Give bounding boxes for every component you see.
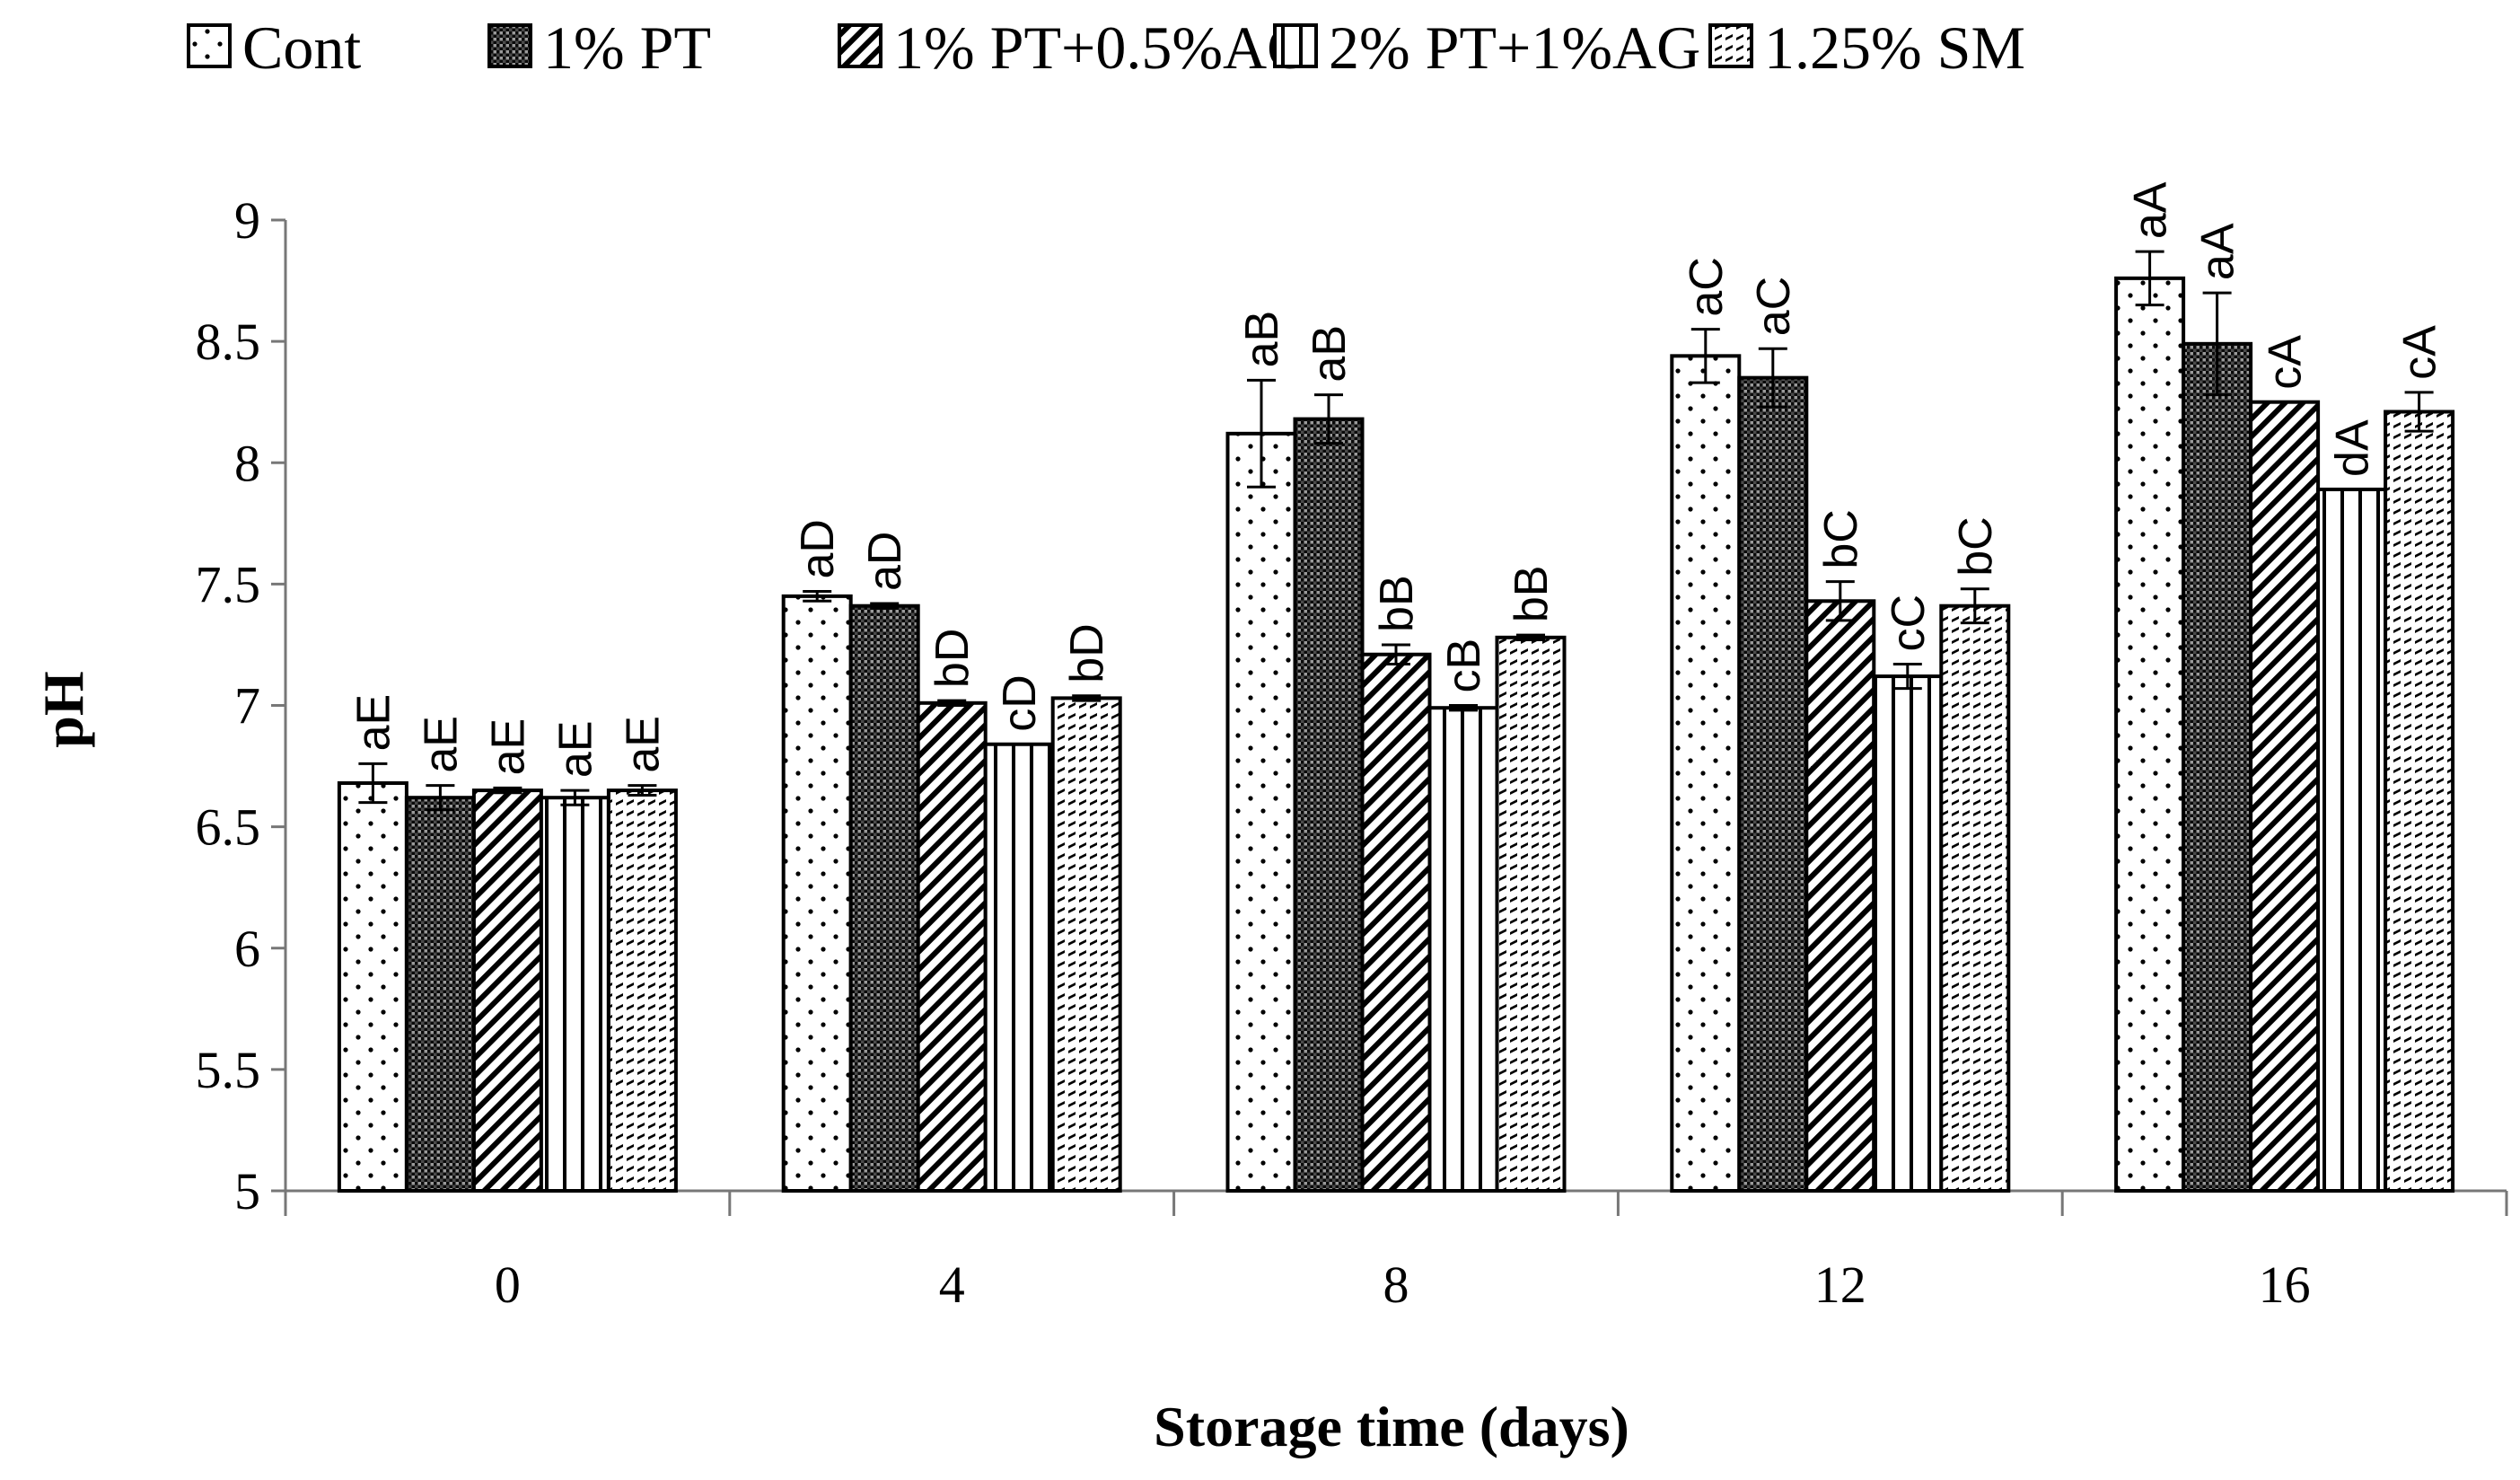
x-tick-label: 4 (939, 1255, 965, 1314)
bar (1225, 431, 1297, 1193)
significance-label: aD (792, 519, 844, 578)
legend-label: 2% PT+1%AG (1329, 13, 1700, 82)
significance-label: aE (617, 716, 669, 773)
bar (1872, 674, 1944, 1193)
significance-label: aB (1236, 311, 1288, 368)
significance-label: bB (1371, 575, 1423, 632)
legend-label: 1% PT (543, 13, 711, 82)
significance-label: cA (2394, 325, 2446, 380)
bar (471, 788, 543, 1194)
bar (1427, 706, 1499, 1193)
y-tick-label: 5 (234, 1162, 260, 1220)
bar (848, 603, 920, 1193)
significance-label: bD (926, 629, 979, 688)
significance-label: aB (1304, 325, 1356, 383)
significance-label: aA (2192, 223, 2244, 280)
y-tick-label: 6 (234, 920, 260, 978)
legend-label: 1.25% SM (1764, 13, 2025, 82)
x-tick-label: 0 (495, 1255, 521, 1314)
significance-label: cC (1883, 595, 1935, 652)
significance-label: bB (1506, 566, 1558, 623)
y-tick-label: 5.5 (196, 1041, 261, 1099)
bar (1495, 635, 1567, 1193)
bar (2384, 410, 2455, 1193)
bar (2114, 276, 2186, 1193)
bar (2182, 341, 2253, 1193)
bar (1293, 417, 1365, 1194)
y-axis-title: pH (31, 671, 95, 747)
significance-label: cB (1438, 639, 1490, 693)
legend-swatch (187, 23, 232, 68)
bar (404, 796, 476, 1193)
legend: Cont 1% PT 1% PT+0.5%AG 2% PT+1%AG 1.25% SM (187, 13, 2025, 82)
significance-label: aD (859, 532, 911, 591)
x-tick-label: 8 (1383, 1255, 1409, 1314)
bar (1804, 599, 1876, 1193)
legend-swatch (838, 23, 882, 68)
y-tick-label: 7 (234, 677, 260, 736)
y-tick-label: 8.5 (196, 313, 261, 371)
y-tick-label: 9 (234, 191, 260, 250)
significance-label: bC (1950, 516, 2002, 576)
legend-label: 1% PT+0.5%AG (893, 13, 1311, 82)
significance-label: aE (415, 716, 467, 773)
y-tick-label: 8 (234, 434, 260, 492)
bar (1939, 603, 2011, 1193)
significance-label: aC (1681, 257, 1733, 316)
bar (1360, 652, 1432, 1193)
bar (606, 788, 678, 1194)
bar (1670, 354, 1742, 1193)
significance-label: dA (2327, 419, 2379, 477)
legend-label: Cont (242, 13, 361, 82)
bar (1737, 375, 1809, 1194)
bar (2249, 400, 2321, 1193)
bar (539, 796, 610, 1193)
y-axis: 5 5.5 6 6.5 7 7.5 8 8.5 9 (196, 191, 287, 1220)
x-tick-label: 12 (1814, 1255, 1866, 1314)
significance-label: aC (1748, 277, 1800, 336)
significance-label: bD (1061, 623, 1113, 683)
bar (1050, 696, 1122, 1193)
y-tick-label: 7.5 (196, 555, 261, 613)
legend-swatch (1708, 23, 1753, 68)
x-axis: 0 4 8 12 16 (284, 1189, 2508, 1314)
significance-label: aE (482, 718, 534, 776)
legend-swatch (487, 23, 532, 68)
significance-label: aA (2125, 181, 2177, 239)
significance-label: aE (549, 720, 601, 778)
bar (983, 742, 1055, 1193)
bar (2316, 487, 2388, 1193)
y-tick-label: 6.5 (196, 798, 261, 857)
bar (337, 780, 408, 1193)
significance-label: cA (2260, 335, 2312, 390)
legend-swatch (1273, 23, 1318, 68)
significance-labels: aE aE aE aE aE aD aD bD cD bD aB aB bB cB bB aC aC bC cC bC… (347, 181, 2445, 778)
significance-label: cD (994, 674, 1046, 732)
bars (337, 276, 2455, 1194)
bar (916, 700, 988, 1193)
error-bars (358, 250, 2434, 812)
significance-label: aE (347, 694, 400, 752)
significance-label: bC (1815, 509, 1867, 568)
x-tick-label: 16 (2259, 1255, 2311, 1314)
bar (781, 594, 853, 1193)
x-axis-title: Storage time (days) (1154, 1395, 1629, 1458)
